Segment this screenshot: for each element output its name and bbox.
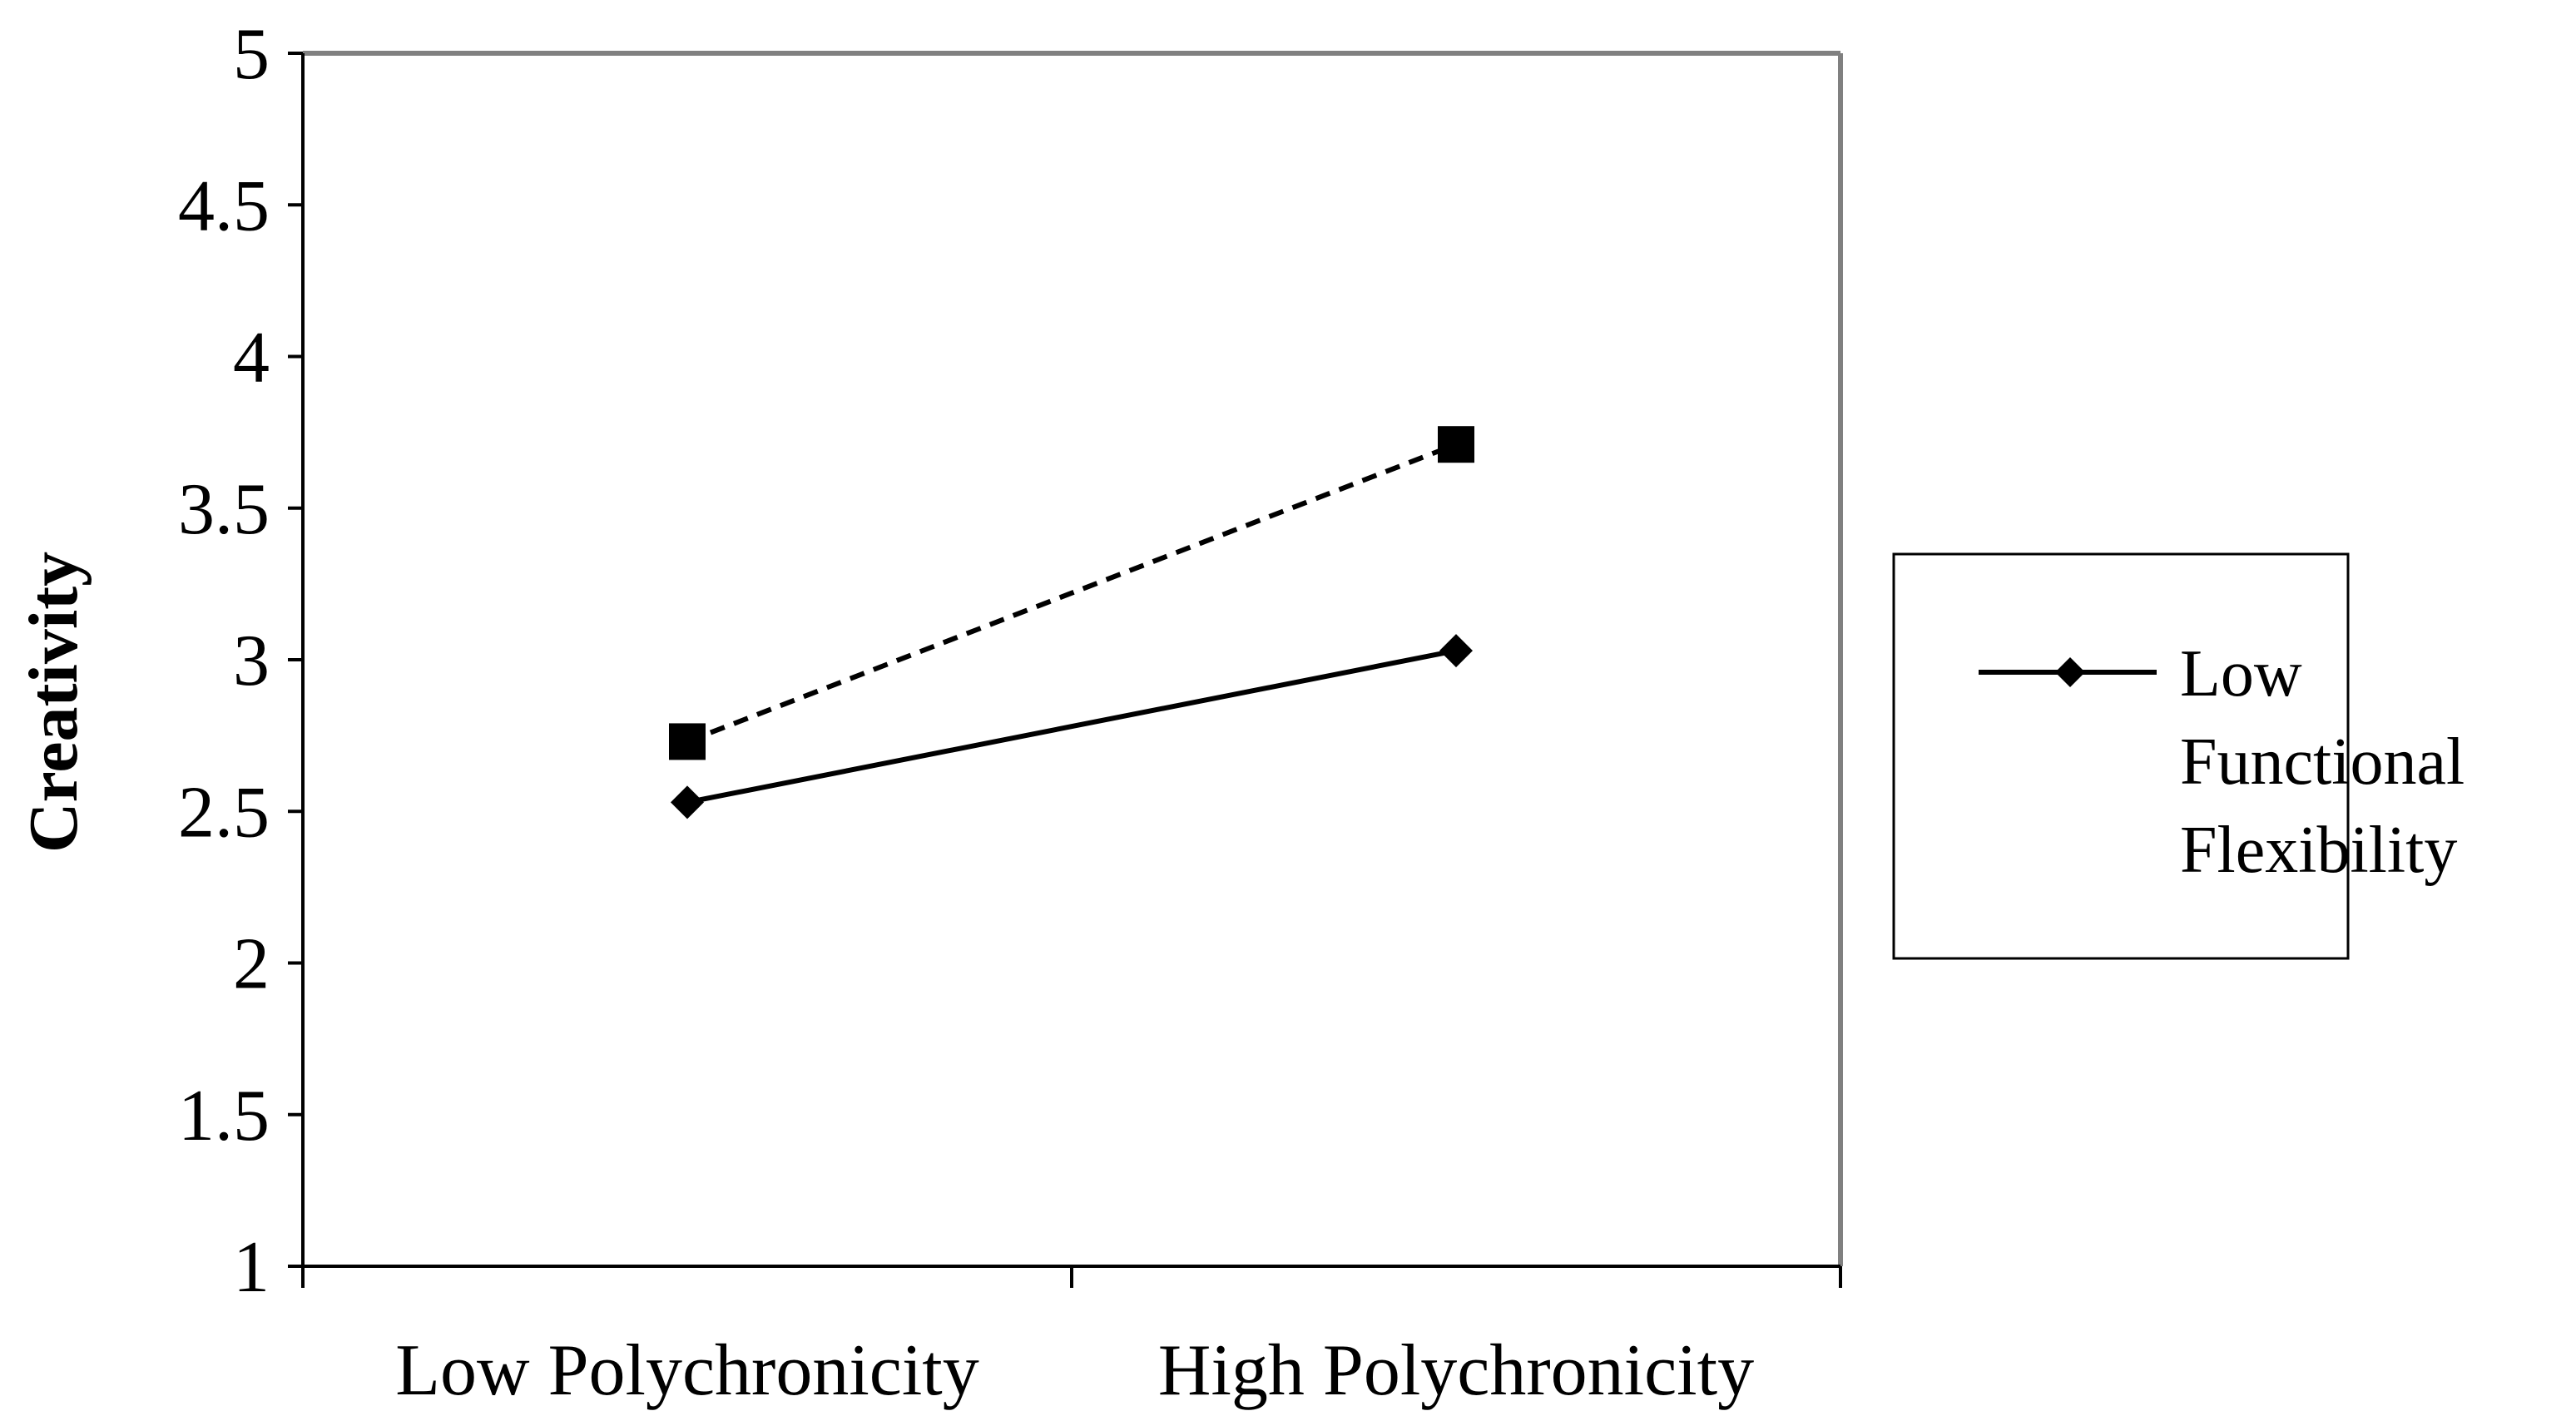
series-line-2	[686, 442, 1458, 745]
series-line-1	[686, 648, 1457, 805]
legend-diamond-marker	[2055, 657, 2085, 687]
legend-label-line-3: Flexibility	[2180, 814, 2457, 887]
legend-label-line-1: Low	[2180, 637, 2302, 710]
y-tick-label: 1	[233, 1227, 270, 1308]
y-axis-title: Creativity	[15, 552, 92, 853]
y-tick-label: 3.5	[178, 469, 270, 550]
x-tick-label: Low Polychronicity	[395, 1330, 978, 1411]
y-tick-label: 2.5	[178, 772, 270, 853]
y-tick-label: 3	[233, 621, 270, 701]
data-point-square	[669, 723, 706, 760]
series-layer	[669, 426, 1474, 819]
x-axis-ticks: Low Polychronicity High Polychronicity	[301, 1266, 1842, 1411]
y-tick-label: 1.5	[178, 1076, 270, 1156]
y-tick-label: 4	[233, 318, 270, 399]
data-point-diamond	[671, 785, 704, 819]
legend-label-line-2: Functional	[2180, 725, 2465, 799]
legend-box	[1892, 552, 2350, 960]
x-tick-label: High Polychronicity	[1158, 1330, 1754, 1411]
y-tick-label: 4.5	[178, 166, 270, 246]
y-tick-label: 2	[233, 924, 270, 1005]
y-axis-ticks: 1 1.5 2 2.5 3 3.5 4 4.5 5	[178, 14, 303, 1308]
y-tick-label: 5	[233, 14, 270, 95]
data-point-diamond	[1439, 634, 1473, 668]
data-point-square	[1438, 426, 1474, 463]
legend: Low Functional Flexibility	[1892, 552, 2465, 960]
